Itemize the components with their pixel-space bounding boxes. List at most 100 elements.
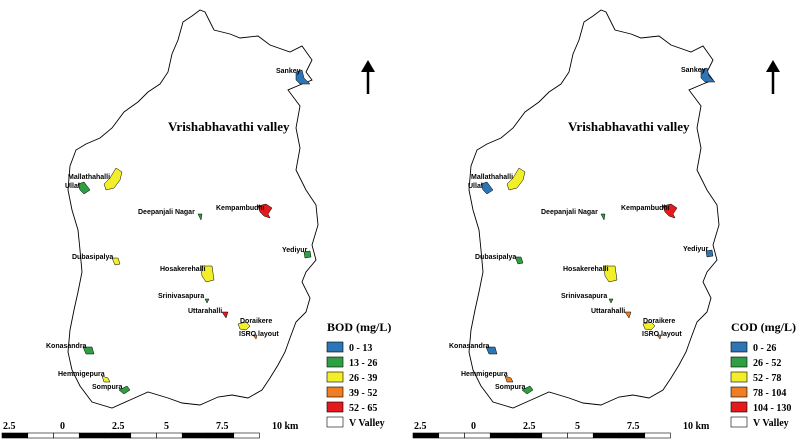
scale-bar-segment xyxy=(1,432,29,439)
scale-bar-segment xyxy=(207,432,235,439)
site-isro-layout xyxy=(656,334,662,340)
legend-swatch xyxy=(326,341,344,353)
scale-bar-segment xyxy=(438,432,465,439)
scale-bar-label: 2.5 xyxy=(3,421,16,432)
site-polygons xyxy=(480,67,716,395)
scale-bar: 2.5 0 2.5 5 7.5 10 km xyxy=(1,421,299,439)
legend-title: BOD (mg/L) xyxy=(327,320,391,334)
place-label: Doraikere xyxy=(240,318,272,325)
place-label: Konasandra xyxy=(449,343,490,350)
legend-swatch xyxy=(326,386,344,398)
scale-bar-segment xyxy=(27,432,54,439)
legend: BOD (mg/L) 0 - 13 13 - 26 26 - 39 39 - 52 52… xyxy=(326,320,391,429)
legend-label: 13 - 26 xyxy=(349,358,377,369)
bod-map-panel: Vrishabhavathi valley Sankey xyxy=(0,0,402,443)
scale-bar-label: 5 xyxy=(164,421,169,432)
legend-label: 26 - 52 xyxy=(753,358,781,369)
scale-bar-segment xyxy=(541,432,568,439)
scale-bar-segment xyxy=(104,432,132,439)
site-sompura xyxy=(118,385,131,395)
place-label: ISRO layout xyxy=(239,331,279,338)
scale-bar-segment xyxy=(233,432,260,439)
place-labels: Sankey Mallathahalli Ullal Deepanjali Na… xyxy=(46,68,308,391)
scale-bar-label: 0 xyxy=(60,421,65,432)
place-label: Yediyur xyxy=(282,247,308,254)
scale-bar-segment xyxy=(156,432,183,439)
place-label: Srinivasapura xyxy=(158,293,204,300)
valley-boundary xyxy=(67,9,319,409)
scale-bar-segment xyxy=(567,432,594,439)
site-yediyur xyxy=(303,250,312,259)
place-label: Deepanjali Nagar xyxy=(541,209,598,216)
legend-label: V Valley xyxy=(349,418,385,429)
legend-swatch xyxy=(730,416,748,428)
legend: COD (mg/L) 0 - 26 26 - 52 52 - 78 78 - 104 1… xyxy=(730,320,796,429)
site-yediyur xyxy=(705,249,714,258)
place-label: Yediyur xyxy=(683,246,709,253)
site-sankey xyxy=(700,67,716,83)
legend-label: 0 - 26 xyxy=(753,343,776,354)
place-label: ISRO layout xyxy=(642,331,682,338)
site-ullal xyxy=(77,181,91,195)
place-label: Dubasipalya xyxy=(72,254,113,261)
scale-bar-segment xyxy=(464,432,491,439)
site-deepanjali-nagar xyxy=(197,213,203,221)
site-polygons xyxy=(77,69,312,395)
place-label: Hosakerehalli xyxy=(160,266,206,273)
legend-swatch xyxy=(326,401,344,413)
site-doraikere xyxy=(237,321,251,331)
place-label: Sompura xyxy=(92,384,122,391)
scale-bar-segment xyxy=(181,432,209,439)
site-kempambudhi xyxy=(662,203,678,219)
legend-label: 104 - 130 xyxy=(753,403,791,414)
site-dubasipalya xyxy=(111,257,121,266)
legend-swatch xyxy=(730,341,748,353)
site-doraikere xyxy=(642,321,656,331)
scale-bar-label: 10 km xyxy=(272,421,299,432)
scale-bar-segment xyxy=(515,432,543,439)
valley-boundary xyxy=(468,9,720,409)
legend-swatch xyxy=(730,386,748,398)
map-title: Vrishabhavathi valley xyxy=(568,119,690,134)
cod-map-panel: Vrishabhavathi valley Sankey Mallathahal… xyxy=(401,0,803,443)
site-sankey xyxy=(295,69,311,85)
place-label: Hosakerehalli xyxy=(563,266,609,273)
site-uttarahalli xyxy=(221,311,229,319)
north-arrow-icon xyxy=(361,60,375,94)
scale-bar-label: 2.5 xyxy=(414,421,427,432)
site-mallathahalli xyxy=(103,167,123,191)
place-label: Uttarahalli xyxy=(591,308,625,315)
scale-bar-label: 10 km xyxy=(683,421,710,432)
place-labels: Sankey Mallathahalli Ullal Deepanjali Na… xyxy=(449,67,709,391)
place-label: Uttarahalli xyxy=(188,308,222,315)
legend-label: 39 - 52 xyxy=(349,388,377,399)
legend-label: 52 - 78 xyxy=(753,373,781,384)
legend-swatch xyxy=(730,371,748,383)
place-label: Kempambudhi xyxy=(621,205,670,212)
place-label: Sankey xyxy=(276,68,301,75)
bod-map: Vrishabhavathi valley Sankey xyxy=(1,9,391,439)
scale-bar-segment xyxy=(53,432,80,439)
scale-bar-label: 5 xyxy=(575,421,580,432)
site-srinivasapura xyxy=(608,298,614,304)
site-isro-layout xyxy=(252,334,258,340)
legend-label: 26 - 39 xyxy=(349,373,377,384)
scale-bar-segment xyxy=(489,432,517,439)
scale-bar-label: 2.5 xyxy=(112,421,125,432)
scale-bar-segment xyxy=(130,432,157,439)
legend-label: 78 - 104 xyxy=(753,388,786,399)
site-uttarahalli xyxy=(624,311,632,319)
site-hosakerehalli xyxy=(603,265,618,283)
place-label: Mallathahalli xyxy=(471,174,513,181)
cod-map: Vrishabhavathi valley Sankey Mallathahal… xyxy=(412,9,796,439)
scale-bar-label: 7.5 xyxy=(216,421,229,432)
place-label: Deepanjali Nagar xyxy=(138,209,195,216)
scale-bar-segment xyxy=(412,432,440,439)
scale-bar-label: 2.5 xyxy=(523,421,536,432)
place-label: Hemmigepura xyxy=(461,371,508,378)
site-hemmigepura xyxy=(504,375,514,383)
scale-bar-segment xyxy=(592,432,620,439)
map-title: Vrishabhavathi valley xyxy=(168,119,290,134)
place-label: Konasandra xyxy=(46,343,87,350)
place-label: Ullal xyxy=(468,183,483,190)
